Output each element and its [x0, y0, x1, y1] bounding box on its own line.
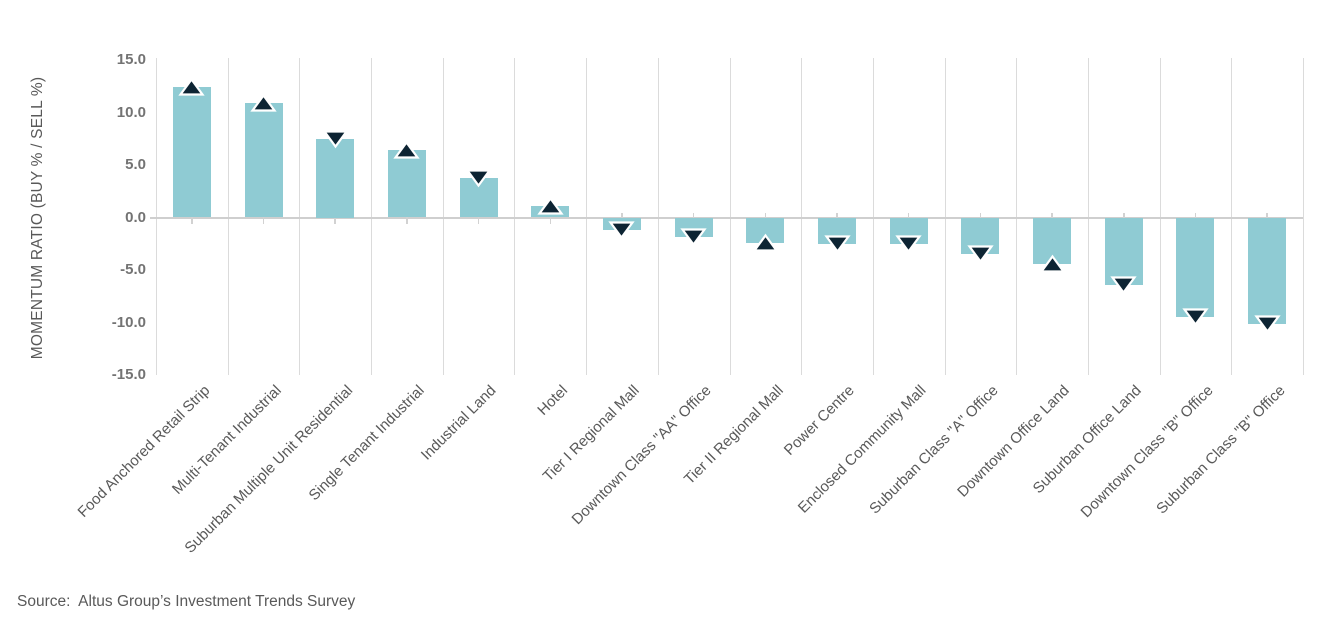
bar [387, 150, 426, 218]
trend-up-icon [178, 77, 206, 96]
y-tick-label: 15.0 [116, 51, 146, 68]
category-tick [477, 212, 480, 224]
x-category-label: Hotel [534, 382, 572, 419]
trend-down-icon [680, 228, 707, 247]
bar [1248, 217, 1287, 324]
y-tick-label: -15.0 [111, 366, 146, 383]
trend-down-icon [1182, 308, 1209, 327]
trend-up-icon [393, 140, 421, 159]
trend-down-icon [1253, 314, 1281, 333]
trend-up-icon [250, 93, 277, 112]
y-axis-title: MOMENTUM RATIO (BUY % / SELL %) [29, 76, 46, 360]
category-tick [334, 212, 336, 224]
y-tick-label: 10.0 [116, 103, 146, 121]
trend-up-icon [752, 233, 779, 252]
trend-down-icon [608, 221, 636, 240]
x-category-label: Power Centre [781, 382, 859, 459]
trend-down-icon [465, 168, 492, 187]
bar [244, 103, 283, 218]
bar [1176, 217, 1215, 318]
trend-down-icon [322, 130, 349, 149]
x-category-label: Industrial Land [418, 382, 500, 464]
y-tick-label: -10.0 [111, 313, 146, 331]
category-tick [549, 212, 552, 224]
x-category-label: Suburban Class "B" Office [1152, 382, 1289, 518]
source-note: Source: Altus Group’s Investment Trends … [17, 593, 356, 610]
x-category-label: Food Anchored Retail Strip [74, 382, 213, 521]
y-tick-label: -5.0 [120, 261, 146, 278]
trend-down-icon [967, 245, 994, 264]
trend-down-icon [823, 235, 851, 254]
y-tick-label: 5.0 [125, 156, 146, 173]
bar [172, 87, 211, 218]
trend-down-icon [895, 235, 922, 254]
category-tick [191, 212, 193, 224]
bar [316, 138, 355, 218]
bar [1104, 217, 1143, 285]
zero-axis-line [150, 216, 1303, 219]
x-category-label: Suburban Class "A" Office [865, 382, 1002, 518]
vertical-gridline [1302, 58, 1304, 375]
x-category-label: Downtown Class "AA" Office [568, 382, 715, 529]
trend-down-icon [1110, 276, 1137, 295]
trend-up-icon [1038, 254, 1066, 273]
x-category-label: Downtown Class "B" Office [1077, 382, 1217, 522]
category-tick [406, 212, 408, 224]
plot-area [150, 58, 1304, 375]
y-tick-label: 0.0 [125, 208, 146, 226]
trend-up-icon [537, 196, 564, 215]
x-category-label: Enclosed Community Mall [795, 382, 930, 517]
category-tick [262, 212, 265, 224]
